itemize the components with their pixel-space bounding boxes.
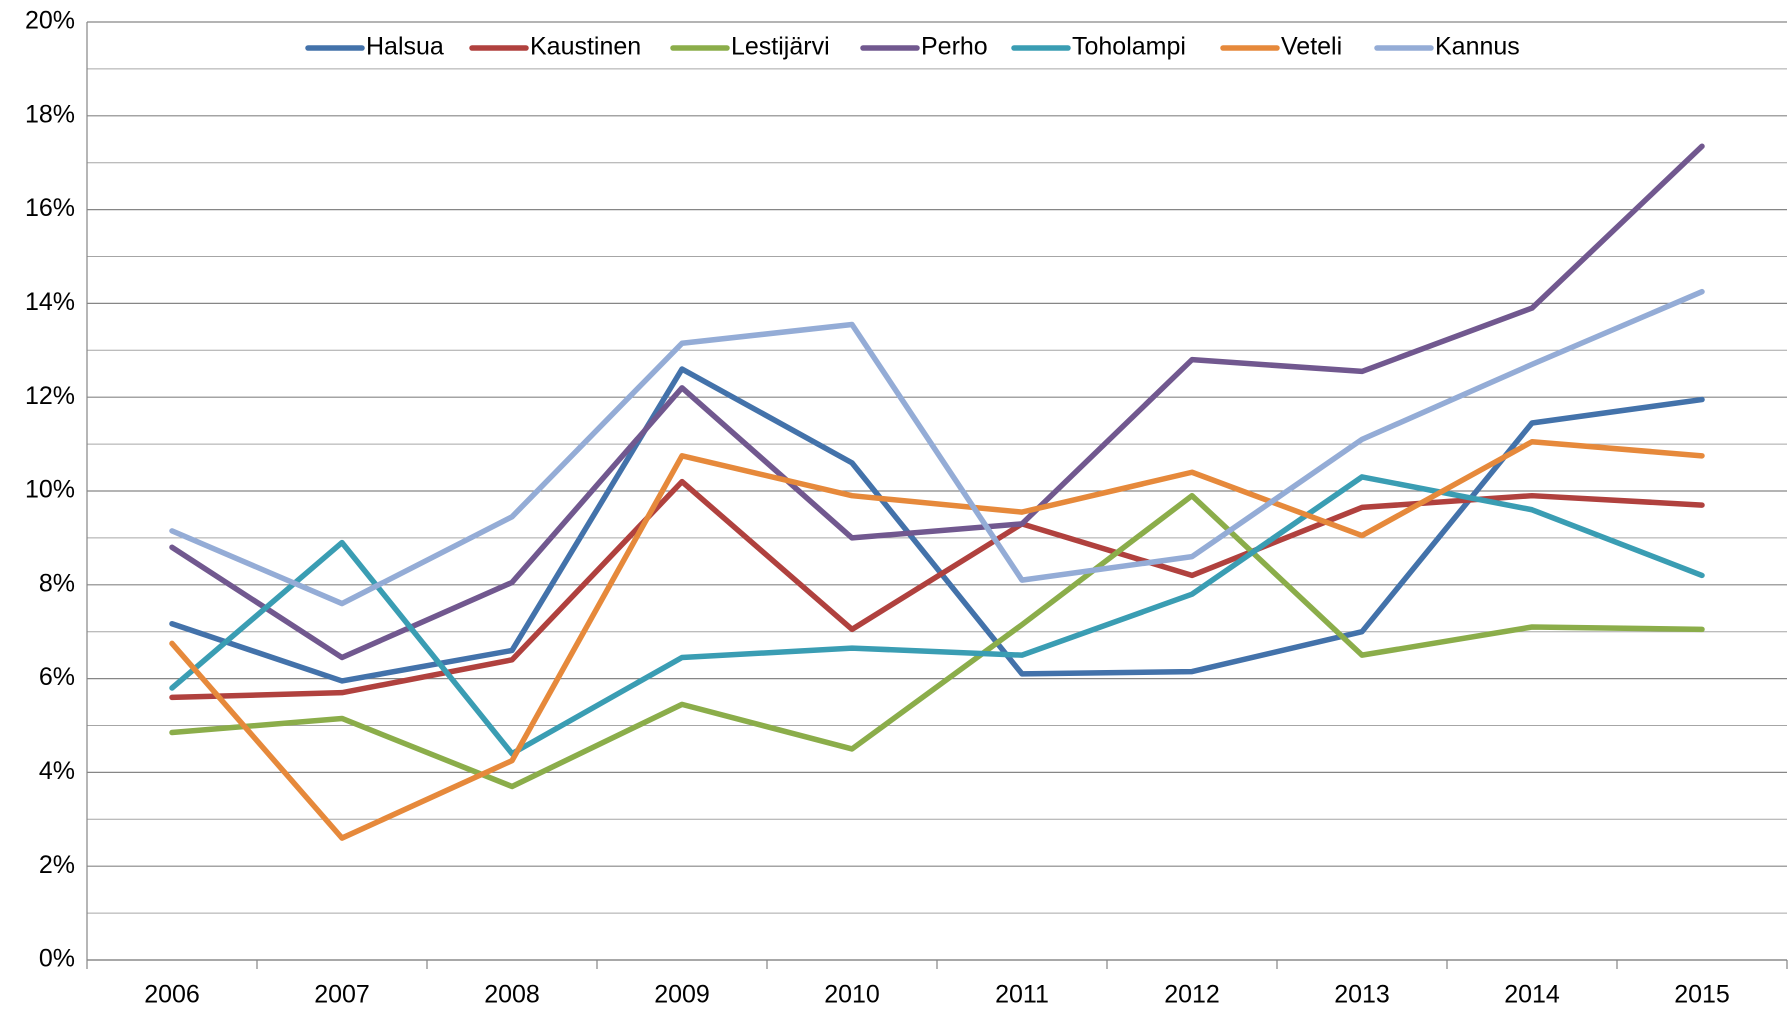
x-tick-label: 2007 (314, 981, 370, 1009)
x-tick-label: 2013 (1334, 981, 1390, 1009)
y-tick-label: 0% (39, 945, 75, 973)
y-tick-label: 18% (25, 100, 75, 128)
y-tick-label: 16% (25, 194, 75, 222)
series-line (169, 439, 1705, 841)
series-line (169, 478, 1705, 701)
legend-label: Perho (921, 33, 988, 61)
x-tick-label: 2006 (144, 981, 200, 1009)
y-tick-label: 20% (25, 7, 75, 35)
legend-label: Lestijärvi (731, 33, 830, 61)
y-tick-label: 4% (39, 757, 75, 785)
x-tick-label: 2008 (484, 981, 540, 1009)
legend-label: Veteli (1281, 33, 1342, 61)
x-tick-label: 2014 (1504, 981, 1560, 1009)
series-line (169, 366, 1705, 684)
series-line (169, 143, 1705, 661)
y-tick-label: 12% (25, 382, 75, 410)
legend-label: Kaustinen (530, 33, 641, 61)
series-line (169, 492, 1705, 790)
y-tick-label: 6% (39, 663, 75, 691)
x-tick-label: 2009 (654, 981, 710, 1009)
x-tick-label: 2011 (995, 981, 1049, 1009)
y-tick-label: 2% (39, 851, 75, 879)
series-line (169, 474, 1705, 757)
y-tick-label: 10% (25, 476, 75, 504)
legend-label: Halsua (366, 33, 444, 61)
legend-label: Kannus (1435, 33, 1520, 61)
x-tick-label: 2010 (824, 981, 880, 1009)
y-tick-label: 8% (39, 569, 75, 597)
legend-label: Toholampi (1072, 33, 1186, 61)
x-tick-label: 2012 (1164, 981, 1220, 1009)
series-line (169, 288, 1705, 607)
x-tick-label: 2015 (1674, 981, 1730, 1009)
y-tick-label: 14% (25, 288, 75, 316)
